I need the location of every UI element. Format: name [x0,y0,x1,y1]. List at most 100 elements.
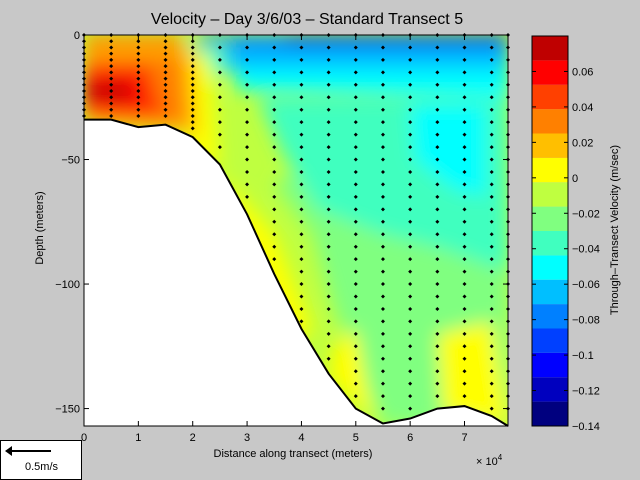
sample-point [190,51,195,56]
sample-point [435,257,440,262]
sample-point [326,244,331,249]
sample-point [109,45,114,50]
sample-point [190,126,195,131]
sample-point [272,57,277,62]
colorbar-tick-label: −0.1 [572,350,594,362]
velocity-region-6 [285,35,508,40]
sample-point [136,39,141,44]
sample-point [136,107,141,112]
velocity-region-3 [236,64,508,98]
sample-point [245,120,250,125]
sample-point [435,107,440,112]
sample-point [217,145,222,150]
sample-point [353,95,358,100]
sample-point [408,269,413,274]
sample-point [353,57,358,62]
sample-point [408,157,413,162]
colorbar-tick-label: −0.08 [572,315,600,327]
sample-point [380,95,385,100]
sample-point [462,294,467,299]
sample-point [462,319,467,324]
colorbar-swatch [532,60,568,85]
sample-point [217,45,222,50]
sample-point [136,89,141,94]
sample-point [489,319,494,324]
x-tick-label: 5 [353,432,359,444]
sample-point [245,107,250,112]
sample-point [326,95,331,100]
sample-point [435,369,440,374]
sample-point [380,107,385,112]
sample-point [408,182,413,187]
sample-point [217,70,222,75]
sample-point [245,132,250,137]
sample-point [299,232,304,237]
sample-point [462,145,467,150]
sample-point [299,244,304,249]
sample-point [109,107,114,112]
sample-point [299,282,304,287]
colorbar-swatch [532,84,568,110]
sample-point [380,244,385,249]
colorbar-swatch [532,255,568,280]
sample-point [489,120,494,125]
sample-point [462,369,467,374]
sample-point [435,282,440,287]
sample-point [435,394,440,399]
sample-point [435,269,440,274]
sample-point [380,406,385,411]
sample-point [245,194,250,199]
sample-point [380,120,385,125]
colorbar-ticks: 0.06 0.04 0.02 0 −0.02 −0.04 −0.06 −0.08 −0.1 −0.… [532,66,600,433]
sample-point [272,120,277,125]
sample-point [326,145,331,150]
sample-point [353,107,358,112]
sample-point [190,120,195,125]
sample-point [163,39,168,44]
sample-point [326,120,331,125]
sample-point [489,157,494,162]
sample-point [163,45,168,50]
sample-point [462,45,467,50]
sample-point [272,257,277,262]
sample-point [380,369,385,374]
sample-point [462,132,467,137]
sample-point [245,45,250,50]
sample-point [272,45,277,50]
sample-point [326,331,331,336]
plot-frame [83,34,509,427]
sample-point [353,331,358,336]
scale-label: 0.5m/s [25,461,59,473]
sample-point [245,157,250,162]
sample-point [435,95,440,100]
sample-point [462,157,467,162]
sample-point [353,157,358,162]
sample-point [272,145,277,150]
sample-point [380,257,385,262]
sample-point [380,157,385,162]
sample-point [136,113,141,118]
sample-point [462,82,467,87]
sample-point [408,145,413,150]
sample-point [163,95,168,100]
sample-point [299,269,304,274]
sample-point [353,232,358,237]
sample-point [380,70,385,75]
sample-point [408,282,413,287]
sample-point [299,120,304,125]
sample-point [380,232,385,237]
sample-point [489,169,494,174]
sample-point [435,244,440,249]
sample-point [435,157,440,162]
sample-point [380,169,385,174]
sample-point [462,232,467,237]
colorbar-tick-label: −0.04 [572,244,600,256]
sample-point [299,306,304,311]
sample-point [489,306,494,311]
sample-point [163,82,168,87]
sample-point [408,356,413,361]
sample-point [380,45,385,50]
sample-point [408,45,413,50]
sample-point [353,269,358,274]
